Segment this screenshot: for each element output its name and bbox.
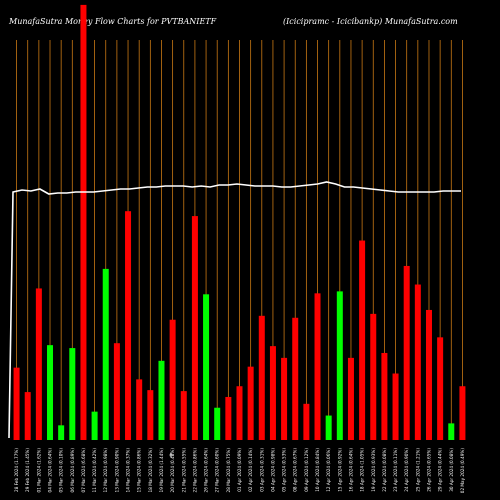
bar xyxy=(336,291,343,440)
x-tick-label: 08 Apr 2024 (0.67%) xyxy=(293,448,298,492)
chart-source: (Icicipramc - Icicibankp) MunafaSutra.co… xyxy=(283,17,458,26)
bar xyxy=(425,309,432,440)
bar xyxy=(392,373,399,440)
bar xyxy=(325,415,332,440)
x-tick-label: 26 Mar 2024 (0.64%) xyxy=(204,448,209,493)
x-tick-label: 30 Apr 2024 (0.08%) xyxy=(449,448,454,492)
bar xyxy=(448,423,455,440)
bar xyxy=(47,345,54,440)
bar xyxy=(180,391,187,440)
x-tick-label: 11 Mar 2024 (0.42%) xyxy=(92,448,97,493)
bar xyxy=(303,403,310,440)
bar xyxy=(125,211,132,440)
bar xyxy=(370,313,377,440)
x-tick-label: 02 Apr 2024 (0.14%) xyxy=(248,448,253,492)
x-tick-label: 18 Apr 2024 (1.05%) xyxy=(360,448,365,492)
bar xyxy=(214,407,221,440)
x-tick-label: 19 Apr 2024 (0.93%) xyxy=(371,448,376,492)
x-tick-label: 04 Apr 2024 (0.98%) xyxy=(270,448,275,492)
x-tick-label: 19 Mar 2024 (1.44%) xyxy=(159,448,164,493)
bar xyxy=(225,396,232,440)
bar xyxy=(292,317,299,440)
x-tick-label: 28 Feb 2024 (1.77%) xyxy=(14,448,19,492)
chart-title: MunafaSutra Money Flow Charts for PVTBAN… xyxy=(9,17,217,26)
bar xyxy=(247,366,254,440)
x-tick-label: 28 Mar 2024 (0.75%) xyxy=(226,448,231,493)
bar xyxy=(437,337,444,440)
bar xyxy=(113,343,120,440)
x-tick-label: 18 Mar 2024 (0.32%) xyxy=(148,448,153,493)
bar xyxy=(136,379,143,440)
bar xyxy=(147,390,154,440)
bar xyxy=(314,293,321,440)
x-tick-label: 01 Apr 2024 (0.09%) xyxy=(237,448,242,492)
x-tick-label: 21 Mar 2024 (0.55%) xyxy=(181,448,186,493)
bar xyxy=(347,357,354,440)
bar xyxy=(58,425,65,440)
flow-line xyxy=(8,181,461,439)
x-tick-label: 07 Mar 2024 (6.68%) xyxy=(81,448,86,493)
x-tick-label: 20 Mar 2024 (0.48%) xyxy=(170,448,175,493)
tick-labels: 28 Feb 2024 (1.77%) 29 Feb 2024 (1.45%) 01… xyxy=(14,448,465,494)
x-tick-label: 01 Mar 2024 (1.62%) xyxy=(36,448,41,493)
data-label: 6 xyxy=(169,453,172,459)
bar xyxy=(258,315,265,440)
x-tick-label: 12 Mar 2024 (0.98%) xyxy=(103,448,108,493)
bar xyxy=(414,284,421,440)
bars xyxy=(13,4,466,441)
x-tick-label: 15 Apr 2024 (0.92%) xyxy=(337,448,342,492)
bar xyxy=(35,288,42,440)
x-tick-label: 05 Mar 2024 (0.10%) xyxy=(59,448,64,493)
x-tick-label: 05 Apr 2024 (0.53%) xyxy=(282,448,287,492)
bar xyxy=(359,240,366,440)
x-tick-label: 16 Apr 2024 (0.64%) xyxy=(348,448,353,492)
bar xyxy=(80,4,87,441)
bar xyxy=(236,386,243,440)
x-tick-label: 14 Mar 2024 (0.37%) xyxy=(126,448,131,493)
x-tick-label: 25 Apr 2024 (1.21%) xyxy=(415,448,420,492)
bar xyxy=(91,411,98,440)
bar xyxy=(24,392,31,440)
x-tick-label: 15 Mar 2024 (0.86%) xyxy=(137,448,142,493)
bar xyxy=(269,346,276,440)
bar xyxy=(13,367,20,440)
x-tick-label: 13 Mar 2024 (0.90%) xyxy=(114,448,119,493)
x-tick-label: 27 Mar 2024 (0.60%) xyxy=(215,448,220,493)
x-tick-label: 06 Mar 2024 (0.89%) xyxy=(70,448,75,493)
x-tick-label: 22 Apr 2024 (0.08%) xyxy=(382,448,387,492)
bar xyxy=(191,216,198,440)
bar xyxy=(203,294,210,440)
bar xyxy=(459,386,466,440)
bar xyxy=(169,319,176,440)
x-tick-label: 24 Apr 2024 (0.90%) xyxy=(404,448,409,492)
x-tick-label: 29 Feb 2024 (1.45%) xyxy=(25,448,30,492)
x-tick-label: 22 Mar 2024 (0.86%) xyxy=(192,448,197,493)
x-tick-label: 26 Apr 2024 (0.65%) xyxy=(426,448,431,492)
bar xyxy=(381,352,388,440)
bar xyxy=(158,360,165,440)
bar xyxy=(403,265,410,440)
x-tick-label: 23 Apr 2024 (0.11%) xyxy=(393,448,398,492)
bar xyxy=(69,348,76,440)
x-tick-label: 10 Apr 2024 (0.84%) xyxy=(315,448,320,492)
x-tick-label: 12 Apr 2024 (0.06%) xyxy=(326,448,331,492)
x-tick-label: 04 Mar 2024 (0.64%) xyxy=(48,448,53,493)
bar xyxy=(102,268,109,440)
x-tick-label: 03 Apr 2024 (0.31%) xyxy=(259,448,264,492)
x-tick-label: 29 Apr 2024 (0.44%) xyxy=(438,448,443,492)
x-tick-label: 02 May 2024 (0.49%) xyxy=(460,448,465,494)
x-tick-label: 09 Apr 2024 (0.12%) xyxy=(304,448,309,492)
flow-line-group xyxy=(8,181,461,439)
bar xyxy=(281,357,288,440)
